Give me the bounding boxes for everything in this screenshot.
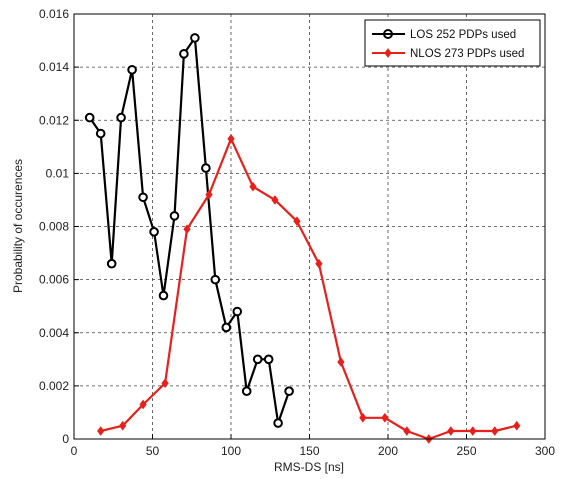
y-tick-label: 0 xyxy=(62,432,69,446)
series-nlos xyxy=(97,134,521,444)
x-tick-label: 100 xyxy=(221,444,241,458)
x-tick-label: 0 xyxy=(71,444,78,458)
y-tick-label: 0.008 xyxy=(39,220,69,234)
y-tick-label: 0.002 xyxy=(39,379,69,393)
data-point xyxy=(513,420,521,431)
data-point xyxy=(179,49,189,59)
data-point xyxy=(106,258,117,269)
data-point xyxy=(491,426,499,436)
y-axis-label: Probability of occurences xyxy=(11,159,25,293)
data-point xyxy=(315,258,323,269)
data-point xyxy=(469,426,477,436)
data-point xyxy=(263,354,274,365)
data-point xyxy=(139,399,147,410)
series-line xyxy=(100,137,517,441)
x-axis-label: RMS-DS [ns] xyxy=(274,460,344,474)
data-point xyxy=(227,134,235,144)
data-point xyxy=(161,378,169,389)
y-tick-label: 0.004 xyxy=(39,326,69,340)
data-point xyxy=(403,426,411,436)
data-point xyxy=(97,426,105,436)
data-point xyxy=(127,64,137,75)
legend-label-los: LOS 252 PDPs used xyxy=(410,29,516,41)
legend-marker-nlos xyxy=(384,48,392,58)
y-tick-label: 0.012 xyxy=(39,113,69,127)
data-point xyxy=(232,306,243,317)
y-tick-label: 0.014 xyxy=(39,60,69,74)
data-point xyxy=(271,195,279,205)
x-tick-label: 300 xyxy=(535,444,555,458)
data-point xyxy=(119,420,127,431)
data-point xyxy=(138,192,148,203)
data-point xyxy=(205,189,213,200)
data-point xyxy=(95,128,106,139)
data-point xyxy=(116,112,126,123)
legend-box xyxy=(364,19,541,67)
x-tick-label: 50 xyxy=(146,444,160,458)
x-tick-label: 250 xyxy=(456,444,476,458)
data-point xyxy=(84,112,95,123)
data-point xyxy=(221,322,232,333)
grid-lines xyxy=(74,14,545,439)
series-los xyxy=(84,33,294,428)
y-tick-label: 0.01 xyxy=(46,166,70,180)
data-point xyxy=(183,224,191,234)
legend: LOS 252 PDPs used NLOS 273 PDPs used xyxy=(364,19,541,67)
data-point xyxy=(201,163,211,173)
data-point xyxy=(447,426,455,436)
data-point xyxy=(210,274,221,285)
legend-marker-los xyxy=(383,29,393,39)
data-point xyxy=(337,357,345,367)
x-tick-label: 150 xyxy=(299,444,319,458)
data-point xyxy=(158,290,169,301)
series-layer xyxy=(84,33,521,444)
y-tick-label: 0.016 xyxy=(39,7,69,21)
data-point xyxy=(169,211,180,221)
data-point xyxy=(252,354,263,365)
legend-label-nlos: NLOS 273 PDPs used xyxy=(410,48,524,60)
data-point xyxy=(190,33,200,43)
tick-labels: 0 50 100 150 200 250 300 0 0.002 0.004 0.006 0.008 0… xyxy=(39,7,555,458)
x-tick-label: 200 xyxy=(378,444,398,458)
data-point xyxy=(381,412,389,423)
data-point xyxy=(273,418,283,428)
series-line xyxy=(88,36,291,425)
data-point xyxy=(249,181,257,192)
data-point xyxy=(284,386,294,396)
data-point xyxy=(149,227,159,237)
data-point xyxy=(241,386,252,396)
data-point xyxy=(293,216,301,227)
y-tick-label: 0.006 xyxy=(39,273,69,287)
data-point xyxy=(359,412,367,423)
